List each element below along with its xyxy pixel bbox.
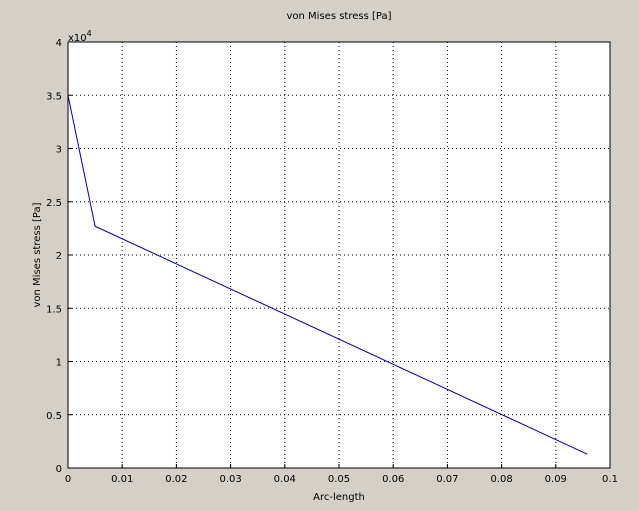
y-multiplier-base: x10: [68, 33, 87, 44]
x-tick-label: 0.08: [490, 474, 512, 485]
y-tick-label: 0: [56, 464, 62, 475]
x-tick-label: 0.07: [436, 474, 458, 485]
y-multiplier-exponent: 4: [87, 29, 92, 38]
x-tick-label: 0.05: [328, 474, 350, 485]
x-tick-label: 0.02: [165, 474, 187, 485]
x-tick-label: 0.04: [274, 474, 296, 485]
x-tick-label: 0: [65, 474, 71, 485]
y-tick-label: 3: [56, 145, 62, 156]
y-tick-label: 2: [56, 251, 62, 262]
y-tick-label: 2.5: [46, 198, 62, 209]
y-tick-label: 1.5: [46, 304, 62, 315]
chart-title: von Mises stress [Pa]: [287, 11, 392, 22]
data-line: [67, 95, 588, 455]
x-tick-label: 0.1: [602, 474, 618, 485]
x-tick-label: 0.03: [219, 474, 241, 485]
y-tick-label: 4: [56, 38, 62, 49]
x-tick-label: 0.06: [382, 474, 404, 485]
plot: [67, 95, 588, 455]
axes-box: [67, 41, 611, 469]
x-tick-label: 0.09: [545, 474, 567, 485]
y-tick-label: 3.5: [46, 91, 62, 102]
y-axis-label: von Mises stress [Pa]: [32, 202, 43, 307]
x-axis-label: Arc-length: [313, 492, 365, 503]
y-multiplier: x104: [68, 29, 92, 44]
x-tick-label: 0.01: [111, 474, 133, 485]
y-tick-label: 0.5: [46, 411, 62, 422]
y-tick-label: 1: [56, 358, 62, 369]
